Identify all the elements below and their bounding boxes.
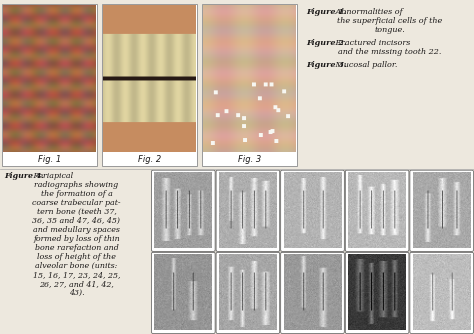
Text: the superficial cells of the: the superficial cells of the bbox=[337, 17, 443, 25]
Text: the formation of a: the formation of a bbox=[41, 190, 112, 198]
Text: loss of height of the: loss of height of the bbox=[37, 253, 116, 261]
Text: and medullary spaces: and medullary spaces bbox=[33, 226, 120, 234]
Bar bbox=[102, 4, 197, 166]
FancyBboxPatch shape bbox=[216, 170, 280, 251]
Text: 26, 27, and 41, 42,: 26, 27, and 41, 42, bbox=[39, 280, 114, 288]
Text: tern bone (teeth 37,: tern bone (teeth 37, bbox=[36, 208, 117, 216]
FancyBboxPatch shape bbox=[345, 170, 409, 251]
Text: Fig. 3: Fig. 3 bbox=[238, 155, 261, 164]
Text: radiographs showing: radiographs showing bbox=[35, 181, 118, 189]
FancyBboxPatch shape bbox=[152, 252, 215, 334]
Text: coarse trabecular pat-: coarse trabecular pat- bbox=[32, 199, 121, 207]
Text: Fig. 2: Fig. 2 bbox=[138, 155, 161, 164]
Bar bbox=[2, 4, 97, 166]
Text: Mucosal pallor.: Mucosal pallor. bbox=[333, 61, 398, 69]
Text: Figure 1.: Figure 1. bbox=[306, 8, 346, 16]
Text: 43).: 43). bbox=[69, 289, 84, 297]
Text: 15, 16, 17, 23, 24, 25,: 15, 16, 17, 23, 24, 25, bbox=[33, 271, 120, 279]
Bar bbox=[151, 170, 472, 332]
FancyBboxPatch shape bbox=[410, 252, 474, 334]
FancyBboxPatch shape bbox=[281, 252, 344, 334]
Text: Figure 3.: Figure 3. bbox=[306, 61, 346, 69]
Text: tongue.: tongue. bbox=[374, 26, 405, 34]
Text: Fig. 1: Fig. 1 bbox=[38, 155, 61, 164]
FancyBboxPatch shape bbox=[345, 252, 409, 334]
Text: Figure 2.: Figure 2. bbox=[306, 39, 346, 47]
Text: Periapical: Periapical bbox=[31, 172, 73, 180]
Text: Figure 4.: Figure 4. bbox=[4, 172, 44, 180]
FancyBboxPatch shape bbox=[216, 252, 280, 334]
Text: Abnormalities of: Abnormalities of bbox=[333, 8, 403, 16]
FancyBboxPatch shape bbox=[152, 170, 215, 251]
Text: formed by loss of thin: formed by loss of thin bbox=[33, 235, 120, 243]
Text: 36, 35 and 47, 46, 45): 36, 35 and 47, 46, 45) bbox=[33, 217, 120, 225]
Bar bbox=[202, 4, 297, 166]
FancyBboxPatch shape bbox=[281, 170, 344, 251]
FancyBboxPatch shape bbox=[410, 170, 474, 251]
Text: bone rarefaction and: bone rarefaction and bbox=[35, 244, 118, 252]
Text: Fractured incisors: Fractured incisors bbox=[333, 39, 410, 47]
Text: and the missing tooth 22.: and the missing tooth 22. bbox=[338, 48, 442, 56]
Text: alveolar bone (units:: alveolar bone (units: bbox=[36, 262, 118, 270]
